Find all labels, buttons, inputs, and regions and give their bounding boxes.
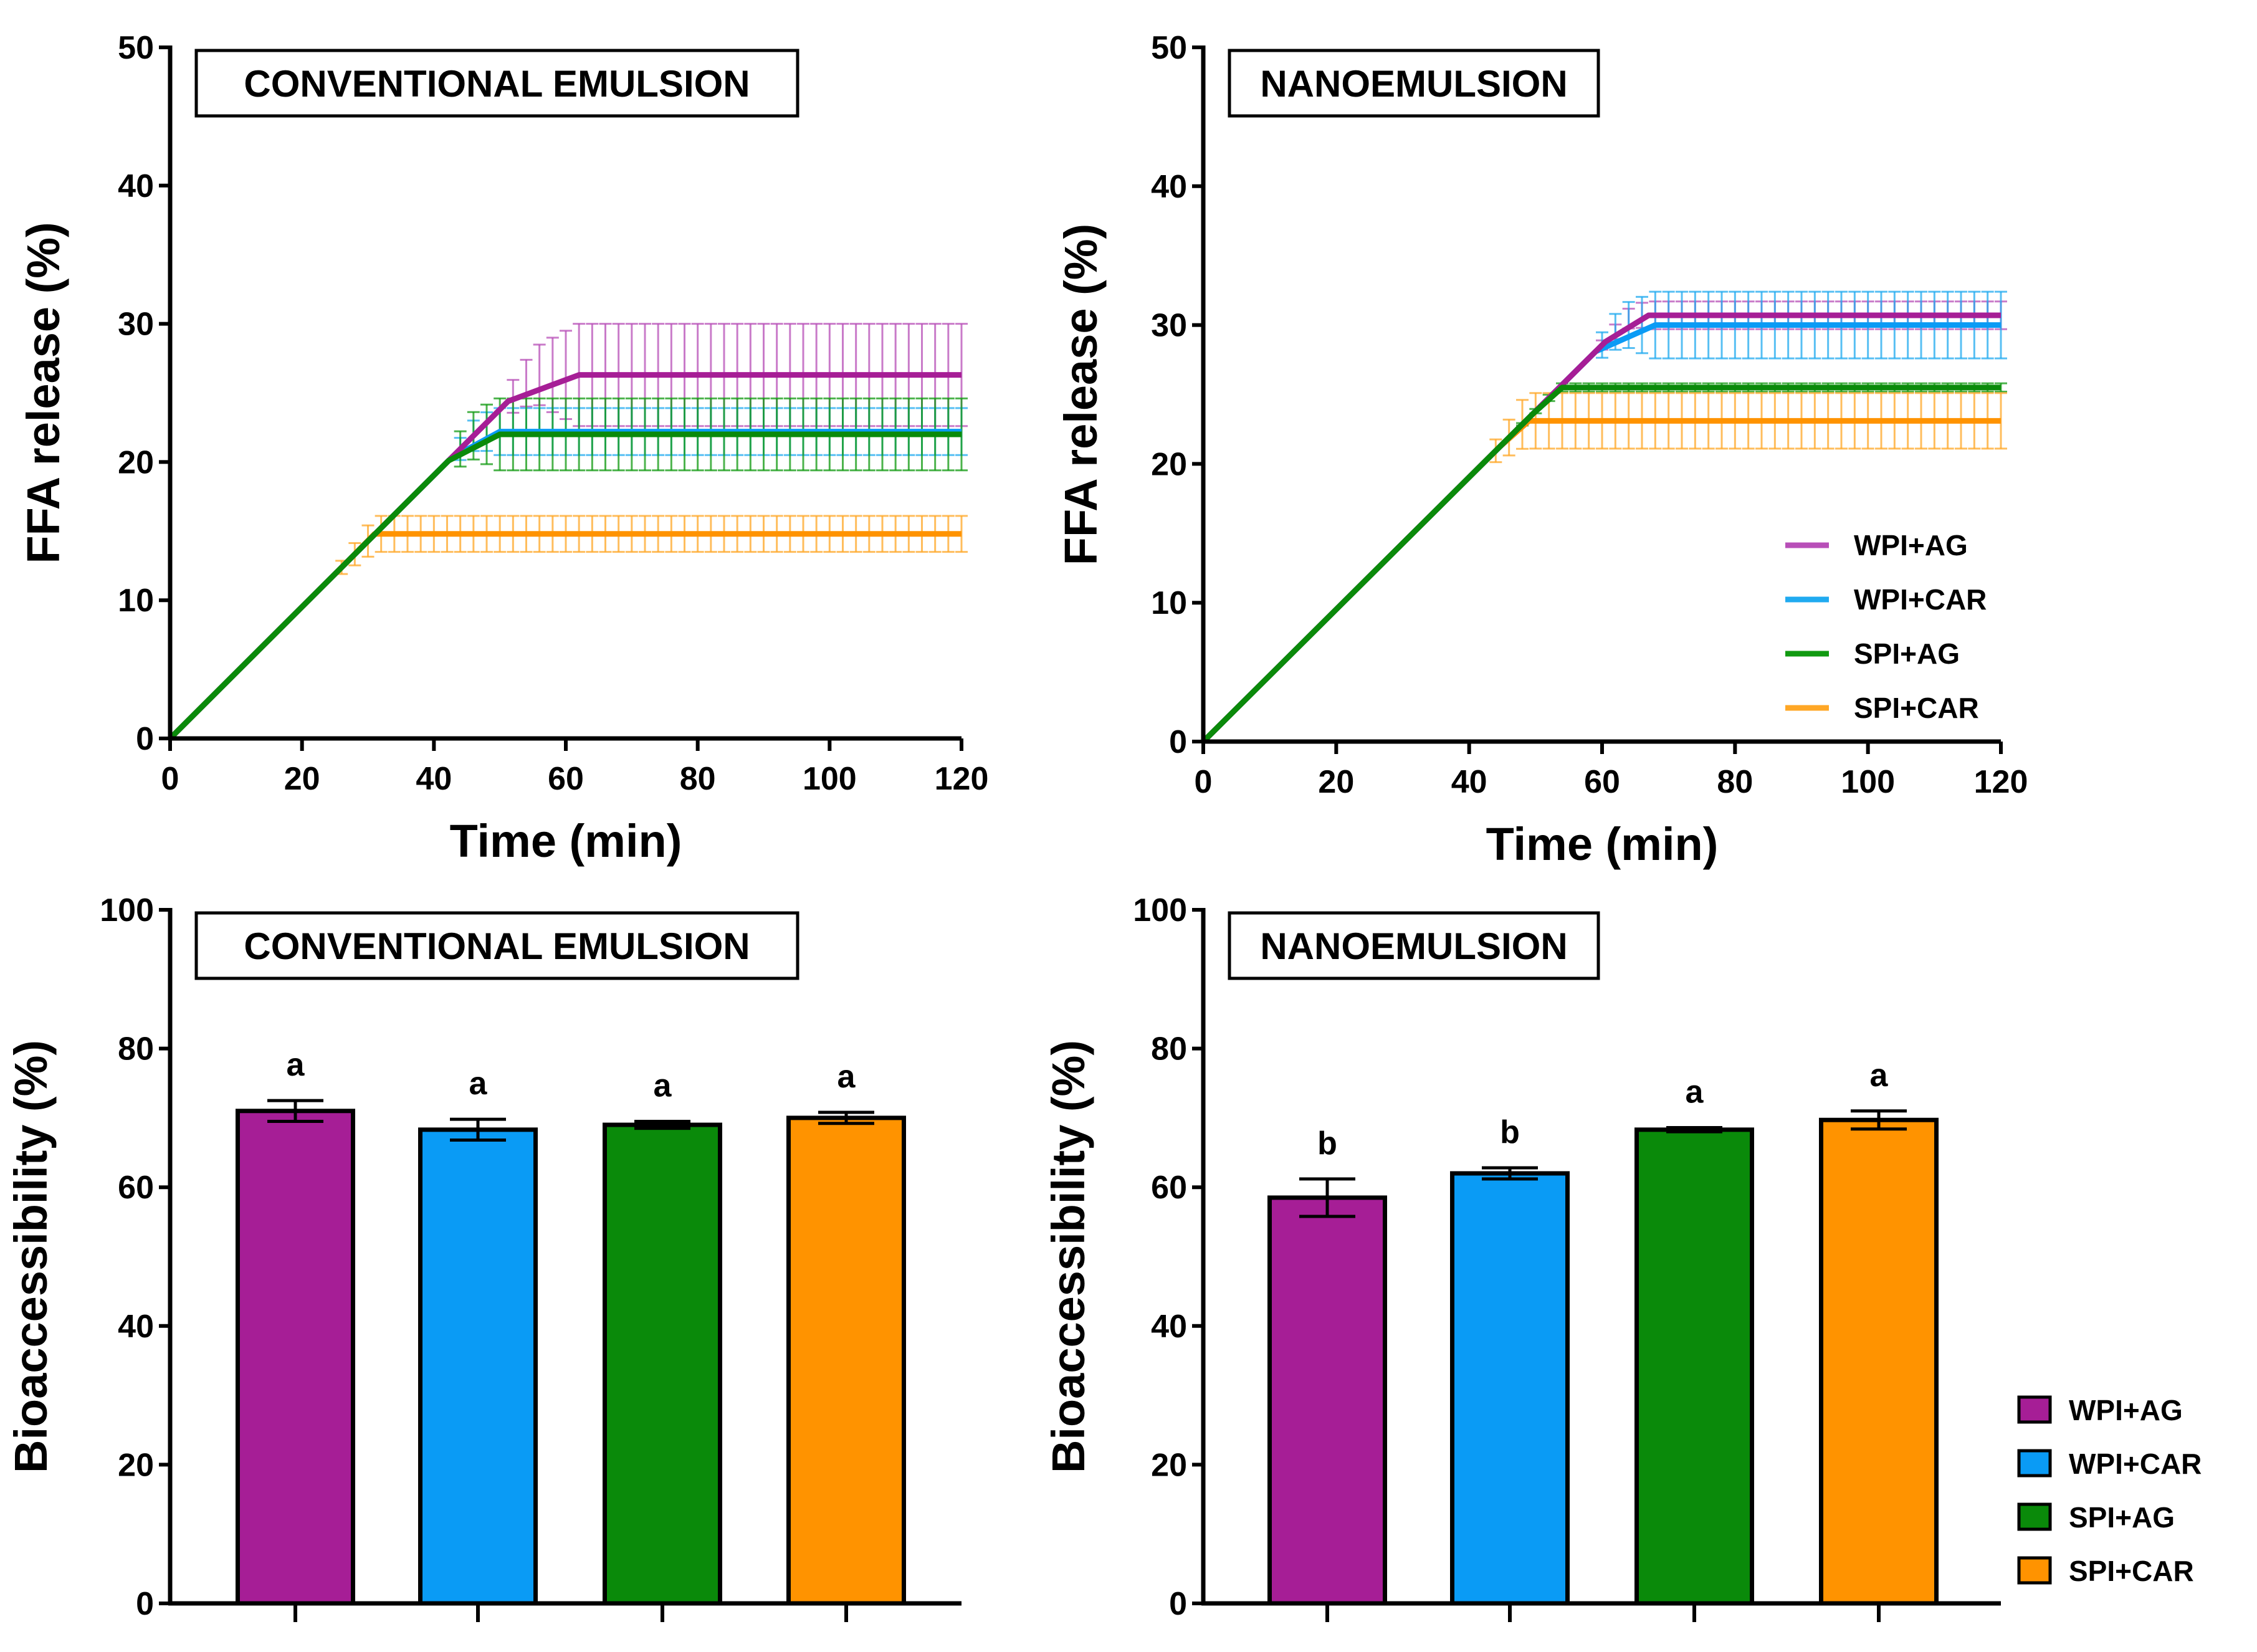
y-axis-label: Bioaccessibility (%) <box>1043 1040 1094 1473</box>
bar-spi-ag <box>603 1122 722 1606</box>
y-tick-label: 30 <box>1151 308 1187 344</box>
y-tick-label: 40 <box>1151 169 1187 205</box>
series-line-spi-ag <box>168 431 961 741</box>
significance-letter: a <box>1870 1058 1889 1094</box>
y-tick-label: 50 <box>1151 30 1187 66</box>
x-tick-label: 40 <box>416 761 452 797</box>
significance-letter: b <box>1317 1125 1337 1162</box>
significance-letter: a <box>654 1067 672 1104</box>
x-tick-label: 20 <box>284 761 320 797</box>
x-tick-label: 80 <box>680 761 716 797</box>
x-tick-label: 0 <box>161 761 179 797</box>
legend-label: WPI+CAR <box>1854 583 1987 616</box>
x-tick-label: 40 <box>1451 764 1487 800</box>
y-axis-label: FFA release (%) <box>17 222 69 563</box>
chart-title: CONVENTIONAL EMULSION <box>244 925 750 967</box>
y-tick-label: 60 <box>1151 1170 1187 1206</box>
y-tick-label: 50 <box>118 30 154 66</box>
y-tick-label: 40 <box>1151 1309 1187 1345</box>
legend-swatch <box>2017 1449 2052 1478</box>
y-tick-label: 100 <box>100 892 154 929</box>
chart-title: CONVENTIONAL EMULSION <box>244 63 750 105</box>
significance-letter: a <box>1686 1074 1704 1110</box>
y-tick-label: 60 <box>118 1170 154 1206</box>
y-tick-label: 20 <box>1151 1447 1187 1483</box>
title-box <box>194 49 799 118</box>
series-line-spi-car <box>168 531 961 741</box>
chart-title: NANOEMULSION <box>1260 63 1567 105</box>
x-tick-label: 0 <box>1195 764 1213 800</box>
bar-wpi-ag <box>1267 1195 1387 1606</box>
y-axis-label: Bioaccessibility (%) <box>5 1040 57 1473</box>
chart-title: NANOEMULSION <box>1260 925 1567 967</box>
ffa-chart-1: 0 10 20 30 40 50 FFA release (%) 0 20 40 60 80 100 12… <box>1055 30 2028 870</box>
title-box <box>194 911 799 980</box>
legend-label: SPI+CAR <box>2069 1555 2194 1587</box>
legend-swatch <box>2017 1556 2052 1585</box>
x-tick-label: 20 <box>1318 764 1354 800</box>
legend-label: WPI+CAR <box>2069 1448 2202 1480</box>
legend-swatch <box>2017 1502 2052 1531</box>
y-tick-label: 20 <box>118 444 154 480</box>
x-axis-label: Time (min) <box>450 815 682 867</box>
legend-label: SPI+AG <box>1854 637 1960 670</box>
series-line-wpi-car <box>168 429 961 741</box>
bar-spi-car <box>1819 1117 1939 1606</box>
y-tick-label: 0 <box>136 1586 154 1622</box>
bar-wpi-car <box>418 1127 538 1606</box>
y-tick-label: 100 <box>1133 892 1187 929</box>
y-tick-label: 80 <box>1151 1031 1187 1067</box>
y-tick-label: 40 <box>118 168 154 204</box>
x-tick-label: 120 <box>935 761 989 797</box>
series-line-spi-ag <box>1201 384 2001 744</box>
y-tick-label: 30 <box>118 307 154 343</box>
x-tick-label: 100 <box>803 761 857 797</box>
x-tick-label: 100 <box>1841 764 1895 800</box>
series-line-wpi-ag <box>1201 312 2001 744</box>
bioaccessibility-chart-3: 0 20 40 60 80 100 Bioaccessibility (%) b b a a WPI+… <box>1043 892 2202 1622</box>
legend-label: WPI+AG <box>2069 1394 2183 1426</box>
bar-wpi-ag <box>236 1109 355 1606</box>
y-tick-label: 0 <box>1169 724 1187 760</box>
x-tick-label: 120 <box>1974 764 2028 800</box>
x-tick-label: 60 <box>548 761 584 797</box>
legend-label: SPI+AG <box>2069 1501 2175 1534</box>
bioaccessibility-chart-2: 0 20 40 60 80 100 Bioaccessibility (%) a a a a CONV… <box>5 892 961 1622</box>
ffa-chart-0: 0 10 20 30 40 50 FFA release (%) 0 20 40 60 80 100 12… <box>17 30 988 867</box>
y-tick-label: 0 <box>136 721 154 757</box>
y-tick-label: 80 <box>118 1031 154 1067</box>
significance-letter: a <box>287 1047 305 1083</box>
x-tick-label: 60 <box>1584 764 1620 800</box>
y-tick-label: 0 <box>1169 1586 1187 1622</box>
x-tick-label: 80 <box>1717 764 1753 800</box>
legend-label: SPI+CAR <box>1854 692 1979 724</box>
bar-spi-car <box>786 1115 906 1606</box>
bar-spi-ag <box>1634 1127 1754 1606</box>
bar-wpi-car <box>1450 1171 1570 1606</box>
y-axis-label: FFA release (%) <box>1055 224 1107 565</box>
y-tick-label: 10 <box>1151 585 1187 621</box>
y-tick-label: 40 <box>118 1309 154 1345</box>
significance-letter: b <box>1500 1114 1520 1150</box>
x-axis-label: Time (min) <box>1486 818 1719 870</box>
legend-swatch <box>2017 1395 2052 1424</box>
title-box <box>1228 911 1600 980</box>
y-tick-label: 20 <box>1151 446 1187 482</box>
y-tick-label: 10 <box>118 583 154 619</box>
significance-letter: a <box>469 1066 488 1102</box>
legend-label: WPI+AG <box>1854 529 1968 561</box>
title-box <box>1228 49 1600 118</box>
significance-letter: a <box>837 1059 856 1095</box>
y-tick-label: 20 <box>118 1447 154 1483</box>
